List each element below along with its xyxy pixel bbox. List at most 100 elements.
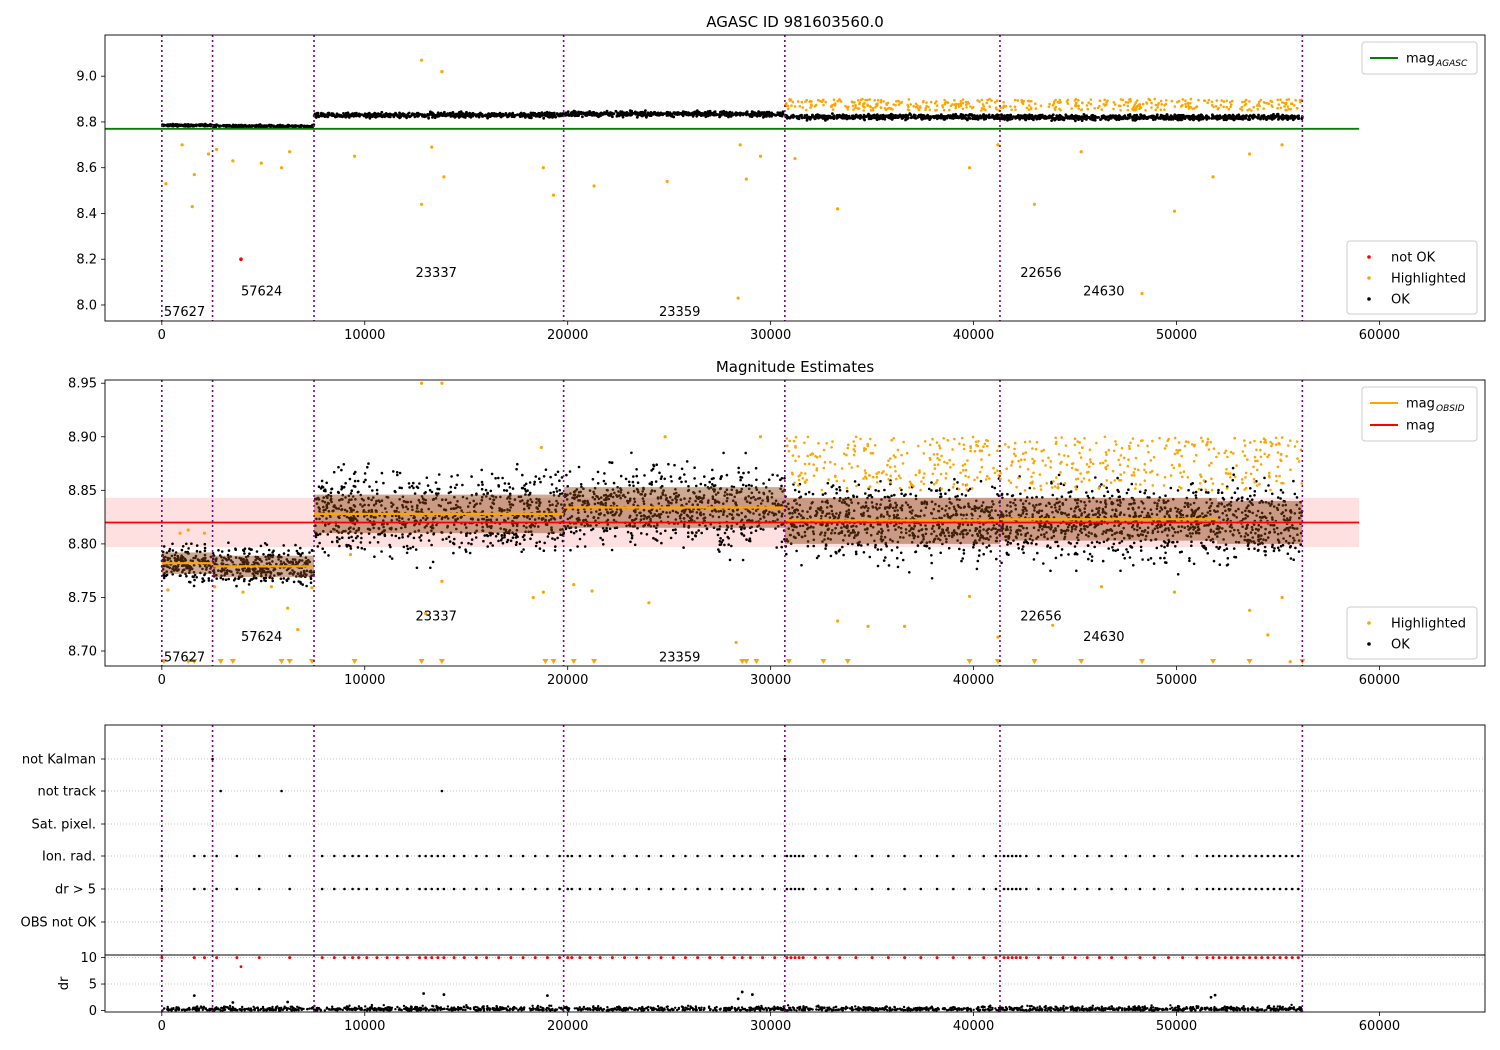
ok-point xyxy=(349,526,352,529)
ok-point xyxy=(390,534,394,537)
ok-point xyxy=(538,502,541,505)
highlighted-point xyxy=(1059,108,1062,112)
highlighted-point xyxy=(810,104,813,107)
ok-point xyxy=(636,112,640,115)
ok-point xyxy=(347,532,350,535)
ok-point xyxy=(366,465,369,469)
ok-point xyxy=(461,483,464,487)
ok-point xyxy=(530,112,534,115)
ok-point xyxy=(398,111,401,115)
ok-point xyxy=(426,113,429,116)
ok-point xyxy=(1117,117,1121,120)
ok-point xyxy=(180,548,184,552)
ok-point xyxy=(304,556,308,559)
ok-point xyxy=(227,577,230,581)
ok-point xyxy=(484,114,488,118)
highlighted-point xyxy=(800,100,804,104)
ok-point xyxy=(546,507,550,511)
ok-point xyxy=(236,571,239,574)
ok-point xyxy=(420,495,424,498)
ok-point xyxy=(380,504,383,507)
ok-point xyxy=(530,500,534,504)
highlighted-point xyxy=(813,105,817,108)
ok-point xyxy=(1275,115,1278,118)
ok-point xyxy=(173,556,176,560)
ok-point xyxy=(847,116,851,120)
ok-point xyxy=(904,113,907,117)
ok-point xyxy=(599,114,603,117)
ok-point xyxy=(412,536,416,540)
ok-point xyxy=(388,543,392,547)
highlighted-point xyxy=(1076,98,1080,102)
highlighted-point xyxy=(1020,98,1023,102)
highlighted-point xyxy=(856,99,860,102)
highlighted-point xyxy=(831,104,834,107)
ok-point xyxy=(433,116,437,119)
ok-point xyxy=(1262,117,1265,121)
ok-point xyxy=(534,544,538,548)
ok-point xyxy=(326,501,330,505)
ok-point xyxy=(522,507,526,511)
ok-point xyxy=(247,124,251,127)
ok-point xyxy=(966,118,969,122)
ok-point xyxy=(325,506,329,510)
ok-point xyxy=(221,563,224,566)
ok-point xyxy=(1248,118,1251,121)
ok-point xyxy=(763,115,766,118)
ok-point xyxy=(314,535,318,539)
ok-point xyxy=(183,557,187,561)
ok-point xyxy=(360,532,363,535)
highlighted-point xyxy=(1027,108,1031,111)
legend-label: not OK xyxy=(1391,251,1436,266)
legend-point-swatch xyxy=(1367,276,1371,280)
ok-point xyxy=(285,558,289,561)
ok-point xyxy=(196,558,200,562)
highlighted-point xyxy=(1089,102,1093,106)
ok-point xyxy=(382,529,386,532)
ok-point xyxy=(434,497,438,500)
ok-point xyxy=(974,116,977,120)
ok-point xyxy=(901,114,905,117)
highlighted-point xyxy=(844,104,847,108)
ok-point xyxy=(1107,118,1110,122)
ok-point xyxy=(331,509,335,513)
ok-point xyxy=(338,544,341,548)
ok-point xyxy=(620,510,623,513)
ok-point xyxy=(189,566,193,569)
ok-point xyxy=(745,112,749,115)
ok-point xyxy=(643,474,646,477)
ok-point xyxy=(390,501,393,505)
highlighted-point xyxy=(1211,175,1215,179)
y-tick-label: 9.0 xyxy=(76,70,97,85)
ok-point xyxy=(663,112,666,115)
ok-point xyxy=(390,557,394,560)
ok-point xyxy=(353,505,357,508)
highlighted-point xyxy=(824,100,827,104)
ok-point xyxy=(1075,116,1079,119)
highlighted-point xyxy=(907,108,911,112)
ok-point xyxy=(412,486,415,490)
ok-point xyxy=(185,574,188,578)
ok-point xyxy=(340,485,344,488)
ok-point xyxy=(376,541,380,544)
ok-point xyxy=(912,113,916,117)
ok-point xyxy=(474,536,478,539)
ok-point xyxy=(1227,115,1230,119)
ok-point xyxy=(522,548,525,551)
ok-point xyxy=(195,576,198,579)
ok-point xyxy=(460,509,463,512)
ok-point xyxy=(575,111,579,115)
ok-point xyxy=(229,555,232,558)
ok-point xyxy=(1062,118,1066,122)
ok-point xyxy=(413,530,417,533)
ok-point xyxy=(271,560,274,563)
ok-point xyxy=(1004,115,1008,119)
highlighted-point xyxy=(1103,98,1106,102)
highlighted-point xyxy=(961,98,965,101)
ok-point xyxy=(324,489,327,493)
highlighted-point xyxy=(1241,100,1244,104)
highlighted-point xyxy=(1013,98,1017,102)
ok-point xyxy=(431,526,435,530)
ok-point xyxy=(354,498,357,501)
ok-point xyxy=(227,549,231,552)
